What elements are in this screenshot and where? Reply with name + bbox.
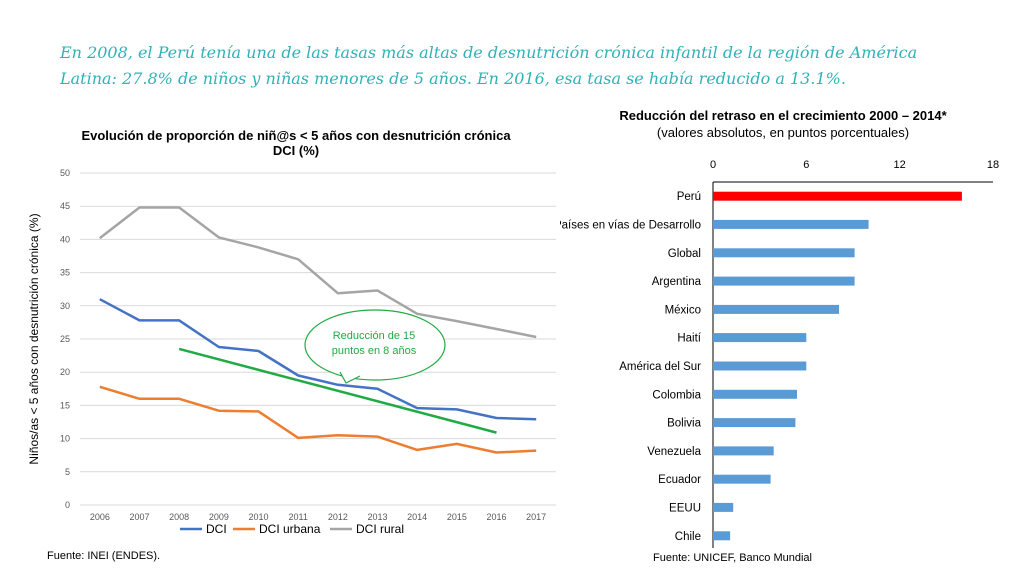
x-tick-label: 2016 <box>486 512 506 522</box>
source-line-chart: Fuente: INEI (ENDES). <box>47 550 161 562</box>
bar-chart-title: Reducción del retraso en el crecimiento … <box>619 108 947 123</box>
legend: DCI DCI urbana DCI rural <box>180 522 404 536</box>
bar-category-label: EEUU <box>669 502 701 514</box>
bar-argentina <box>713 276 855 286</box>
x-tick-label: 2015 <box>447 512 467 522</box>
bar-category-label: América del Sur <box>619 361 701 373</box>
bar-américa-del-sur <box>713 361 807 371</box>
y-tick-label: 20 <box>60 367 70 377</box>
bar-países-en-vías-de-desarrollo <box>713 219 869 229</box>
bar-category-label: Países en vías de Desarrollo <box>560 219 701 231</box>
bar-ecuador <box>713 474 771 484</box>
bar-category-label: Colombia <box>652 389 701 401</box>
x-tick-label: 2009 <box>209 512 229 522</box>
y-tick-label: 45 <box>60 201 70 211</box>
bar-category-label: Argentina <box>652 276 702 288</box>
bar-category-label: Haití <box>677 333 701 345</box>
bar-category-label: Bolivia <box>667 418 701 430</box>
bar-x-tick-label: 6 <box>803 159 809 171</box>
series-line-dci-urbana <box>99 385 537 454</box>
y-tick-label: 35 <box>60 268 70 278</box>
x-tick-label: 2013 <box>367 512 387 522</box>
x-tick-label: 2010 <box>248 512 268 522</box>
bar-category-label: Chile <box>675 531 701 543</box>
y-tick-label: 40 <box>60 234 70 244</box>
x-tick-label: 2007 <box>129 512 149 522</box>
headline: En 2008, el Perú tenía una de las tasas … <box>60 43 918 88</box>
bar-bolivia <box>713 418 796 428</box>
annotation-line2: puntos en 8 años <box>332 345 417 357</box>
bar-category-label: Ecuador <box>658 474 701 486</box>
bar-category-label: Perú <box>677 191 701 203</box>
bar-x-tick-label: 0 <box>710 159 716 171</box>
bar-chart: Reducción del retraso en el crecimiento … <box>560 108 999 548</box>
bar-eeuu <box>713 502 734 512</box>
legend-label: DCI rural <box>356 522 404 536</box>
bar-x-tick-label: 12 <box>894 159 906 171</box>
line-chart: Evolución de proporción de niñ@s < 5 año… <box>27 128 556 536</box>
bar-category-label: México <box>665 304 701 316</box>
bar-venezuela <box>713 446 774 456</box>
bar-haití <box>713 333 807 343</box>
y-axis-label: Niños/as < 5 años con desnutrición cróni… <box>27 213 41 464</box>
series-line-dci <box>99 298 537 421</box>
line-chart-title-line2: DCI (%) <box>273 143 319 158</box>
y-tick-label: 5 <box>65 467 70 477</box>
bar-perú <box>713 191 962 201</box>
y-tick-label: 0 <box>65 500 70 510</box>
source-bar-chart: Fuente: UNICEF, Banco Mundial <box>653 552 812 564</box>
bar-chile <box>713 531 731 541</box>
x-tick-label: 2012 <box>328 512 348 522</box>
y-tick-label: 30 <box>60 301 70 311</box>
bar-x-tick-label: 18 <box>987 159 999 171</box>
annotation-line1: Reducción de 15 <box>333 330 416 342</box>
x-tick-label: 2006 <box>90 512 110 522</box>
y-tick-label: 15 <box>60 400 70 410</box>
y-tick-label: 50 <box>60 168 70 178</box>
bar-category-label: Global <box>668 248 701 260</box>
x-tick-label: 2008 <box>169 512 189 522</box>
bar-méxico <box>713 304 839 314</box>
annotation-pointer <box>339 371 361 384</box>
annotation-ellipse <box>304 309 446 381</box>
y-tick-label: 25 <box>60 334 70 344</box>
y-tick-label: 10 <box>60 434 70 444</box>
x-tick-label: 2011 <box>288 512 307 522</box>
series-line-dci-rural <box>99 206 537 339</box>
legend-label: DCI urbana <box>259 522 321 536</box>
bar-category-label: Venezuela <box>647 446 701 458</box>
x-tick-label: 2014 <box>407 512 427 522</box>
legend-label: DCI <box>206 522 227 536</box>
bar-chart-subtitle: (valores absolutos, en puntos porcentual… <box>657 125 909 140</box>
annotation-bubble: Reducción de 15 puntos en 8 años <box>304 309 446 384</box>
bar-colombia <box>713 389 797 399</box>
trend-line <box>178 347 497 434</box>
bar-global <box>713 248 855 258</box>
line-chart-title: Evolución de proporción de niñ@s < 5 año… <box>81 128 511 143</box>
x-tick-label: 2017 <box>526 512 546 522</box>
